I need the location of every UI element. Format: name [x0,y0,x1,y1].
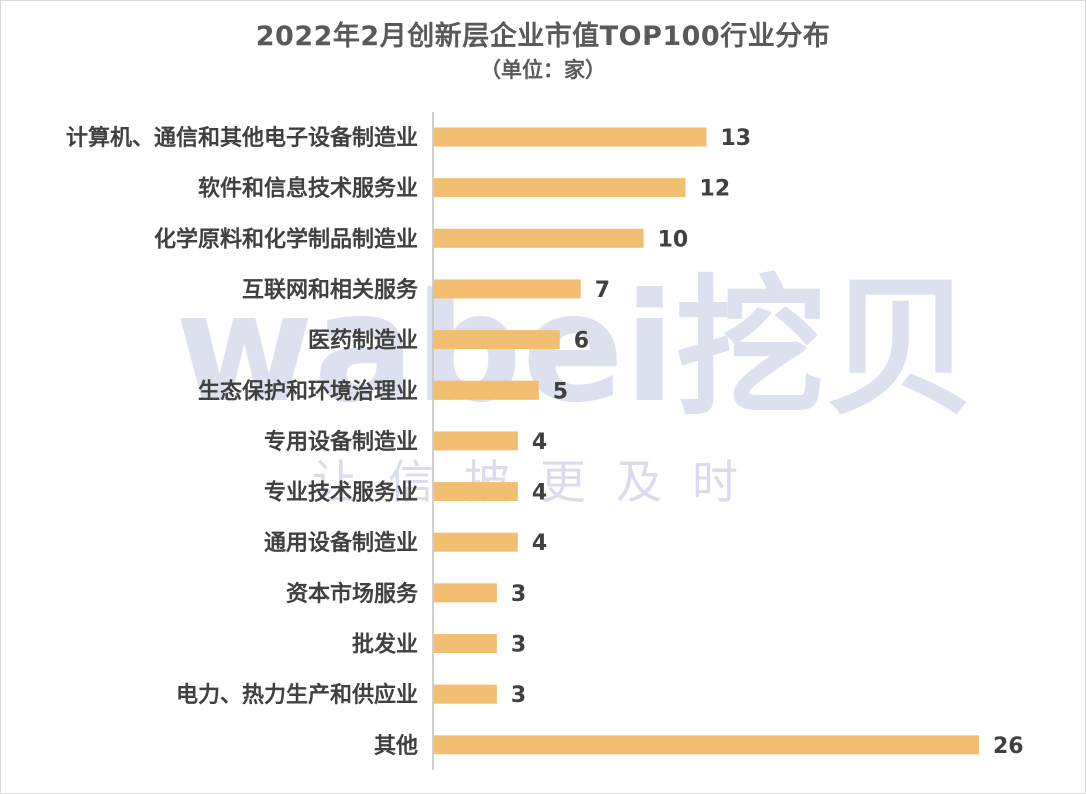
bar [434,127,707,147]
category-label: 生态保护和环境治理业 [198,378,418,404]
chart-subtitle: （单位：家） [480,58,606,82]
value-label: 3 [511,582,526,607]
value-label: 4 [532,531,547,556]
bar [434,228,644,248]
value-label: 12 [700,177,731,202]
chart-title: 2022年2月创新层企业市值TOP100行业分布 [255,21,831,52]
category-label: 专用设备制造业 [264,429,418,455]
bar [434,684,497,704]
category-label: 通用设备制造业 [264,530,418,556]
value-label: 10 [658,227,689,252]
category-label: 医药制造业 [308,329,418,354]
watermark-slogan: 让信披更及时 [312,455,768,509]
bar [434,735,979,755]
value-label: 3 [511,683,526,708]
category-label: 计算机、通信和其他电子设备制造业 [66,125,418,151]
bar [434,482,518,502]
category-label: 批发业 [352,632,418,658]
bar [434,279,581,299]
category-label: 化学原料和化学制品制造业 [154,226,418,252]
value-label: 5 [553,379,568,404]
bar [434,380,539,400]
category-label: 电力、热力生产和供应业 [176,682,418,708]
value-label: 26 [993,734,1024,759]
category-label: 专业技术服务业 [264,480,418,506]
bar [434,431,518,451]
category-label: 其他 [374,734,418,759]
bar [434,583,497,603]
value-label: 4 [532,481,547,506]
bar [434,178,686,198]
category-label: 资本市场服务 [286,581,419,607]
value-label: 13 [721,126,752,151]
value-label: 4 [532,430,547,455]
bar [434,634,497,653]
value-label: 3 [511,633,526,658]
value-label: 6 [574,329,589,354]
category-label: 互联网和相关服务 [242,278,419,303]
value-label: 7 [595,278,610,303]
bar [434,532,518,552]
bar [434,330,560,350]
bars-layer: 计算机、通信和其他电子设备制造业 13 软件和信息技术服务业 12 化学原料和化学制品制… [66,125,1024,759]
category-label: 软件和信息技术服务业 [198,176,418,202]
